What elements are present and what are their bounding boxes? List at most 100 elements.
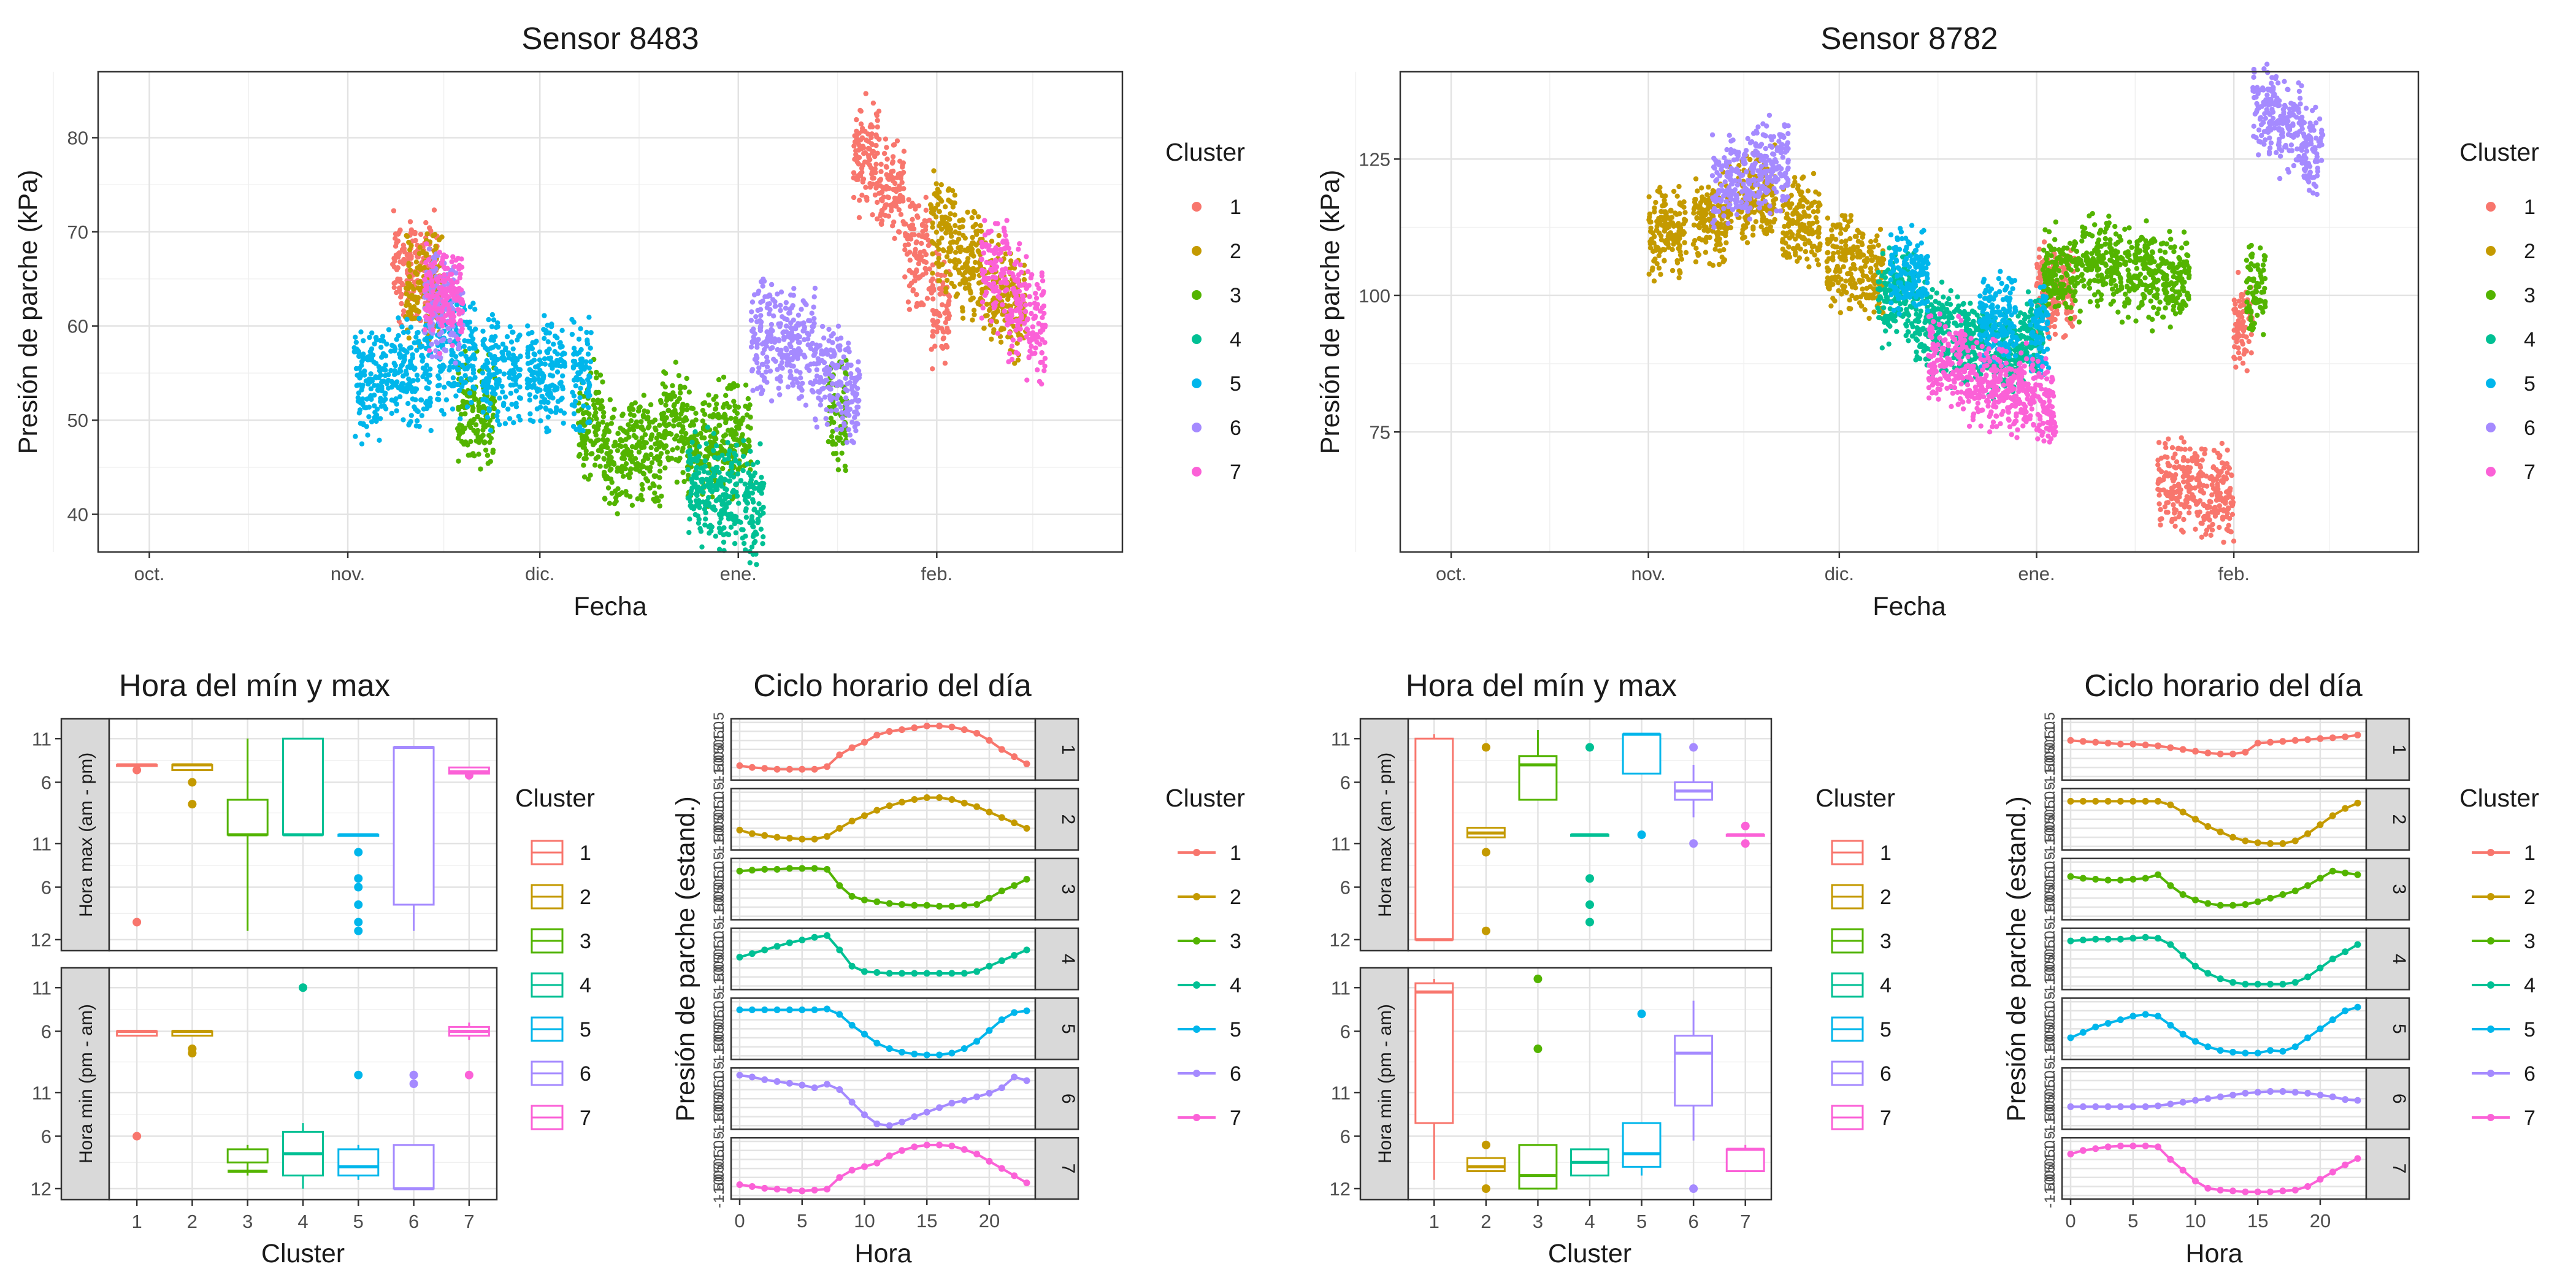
data-point [450, 350, 456, 356]
data-point [661, 391, 667, 397]
data-point [559, 351, 565, 358]
data-point [2187, 447, 2193, 452]
data-point [593, 456, 599, 461]
data-point [921, 258, 927, 264]
data-point [2158, 507, 2163, 512]
data-point [426, 348, 432, 353]
data-point [578, 385, 583, 391]
data-point [943, 230, 949, 236]
data-point [402, 249, 407, 255]
data-point [811, 294, 817, 300]
data-point [470, 408, 475, 413]
data-point [545, 339, 551, 345]
data-point [690, 406, 696, 412]
data-point [710, 494, 715, 500]
data-point [738, 519, 743, 525]
data-point [640, 486, 646, 492]
data-point [896, 229, 902, 235]
data-point [732, 457, 738, 463]
data-point [1006, 269, 1012, 275]
data-point [397, 343, 403, 348]
data-point [1027, 301, 1033, 307]
data-point [764, 364, 770, 370]
data-point [930, 366, 935, 372]
data-point [599, 448, 604, 454]
data-point [1674, 258, 1680, 264]
data-point [930, 262, 936, 268]
data-point [393, 396, 399, 402]
data-point [957, 224, 963, 231]
data-point [456, 342, 462, 347]
data-point [383, 406, 389, 412]
data-point [427, 309, 433, 315]
legend-label: 5 [1230, 372, 1241, 396]
data-point [482, 362, 488, 368]
data-point [1022, 309, 1029, 315]
data-point [368, 386, 374, 392]
data-point [874, 113, 880, 118]
data-point [480, 370, 486, 376]
data-point [1662, 202, 1667, 208]
data-point [493, 334, 498, 339]
data-point [892, 236, 897, 241]
data-point [878, 169, 884, 174]
data-point [393, 231, 399, 237]
data-point [440, 318, 447, 324]
legend-key-s0-7 [1192, 467, 1202, 477]
data-point [2157, 516, 2163, 523]
data-point [2156, 493, 2162, 498]
data-point [775, 291, 780, 297]
data-point [603, 464, 609, 469]
data-point [716, 455, 721, 461]
data-point [890, 159, 896, 164]
data-point [584, 435, 590, 441]
data-point [937, 313, 943, 319]
data-point [648, 445, 654, 451]
data-point [445, 286, 451, 292]
data-point [476, 403, 481, 409]
data-point [736, 500, 742, 506]
data-point [843, 395, 849, 401]
data-point [970, 234, 975, 240]
data-point [2179, 527, 2185, 533]
data-point [558, 356, 564, 362]
data-point [949, 188, 956, 194]
data-point [769, 321, 775, 328]
data-point [773, 358, 778, 364]
data-point [670, 447, 675, 453]
data-point [749, 368, 755, 374]
data-point [362, 372, 367, 378]
data-point [884, 156, 890, 162]
data-point [910, 217, 915, 222]
data-point [449, 330, 455, 335]
data-point [392, 372, 397, 377]
data-point [494, 413, 500, 419]
data-point [2204, 483, 2210, 489]
data-point [1006, 293, 1011, 299]
data-point [395, 265, 401, 270]
data-point [659, 416, 665, 421]
data-point [935, 193, 940, 199]
data-point [639, 497, 645, 503]
data-point [931, 322, 937, 328]
data-point [934, 260, 940, 266]
data-point [537, 387, 543, 393]
data-point [641, 393, 647, 398]
data-point [993, 275, 999, 281]
data-point [458, 310, 464, 315]
data-point [1668, 236, 1673, 241]
data-point [561, 420, 566, 426]
data-point [364, 424, 369, 429]
data-point [843, 401, 849, 407]
data-point [738, 421, 743, 427]
data-point [994, 319, 1000, 324]
data-point [554, 369, 561, 375]
data-point [581, 474, 588, 480]
data-point [496, 377, 501, 383]
data-point [830, 429, 835, 434]
data-point [615, 448, 621, 453]
data-point [628, 466, 634, 472]
data-point [706, 392, 711, 398]
data-point [532, 394, 539, 400]
data-point [994, 310, 999, 315]
